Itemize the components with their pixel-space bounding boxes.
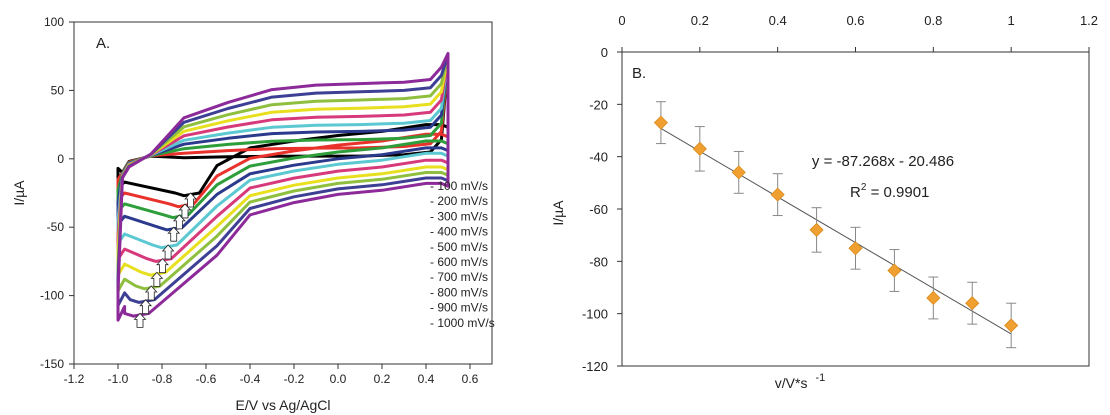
peak-arrow bbox=[156, 258, 169, 274]
panel-a-x-tick-label: 0.4 bbox=[418, 372, 435, 386]
legend-entry: - 700 mV/s bbox=[430, 270, 488, 284]
peak-arrow bbox=[144, 285, 158, 301]
peak-arrow bbox=[133, 312, 147, 328]
panel-a-y-tick-label: -50 bbox=[47, 220, 65, 234]
peak-arrow bbox=[178, 203, 192, 219]
panel-b-y-axis-label: I/µA bbox=[550, 200, 566, 226]
data-point-diamond bbox=[887, 263, 902, 278]
legend-entry: - 200 mV/s bbox=[430, 194, 488, 208]
peak-arrow bbox=[150, 271, 164, 287]
panel-b-r2: R2 = 0.9901 bbox=[850, 182, 929, 201]
panel-b-x-tick-label: 1 bbox=[1008, 13, 1015, 28]
legend-entry: - 1000 mV/s bbox=[430, 316, 495, 330]
panel-a-label: A. bbox=[96, 35, 110, 52]
legend-entry: - 800 mV/s bbox=[430, 285, 488, 299]
panel-b-y-tick-label: -100 bbox=[582, 307, 608, 322]
panel-b-x-tick-label: 0.8 bbox=[924, 13, 942, 28]
panel-b-label: B. bbox=[632, 65, 646, 82]
panel-b-y-axis: 0 -20 -40 -60 -80 -100 -120 bbox=[582, 45, 622, 374]
panel-a-x-tick-label: 0.2 bbox=[374, 372, 391, 386]
panel-b-y-tick-label: -60 bbox=[589, 202, 608, 217]
legend-entry: - 600 mV/s bbox=[430, 255, 488, 269]
panel-a-curves bbox=[116, 52, 450, 322]
panel-b-y-tick-label: -40 bbox=[589, 150, 608, 165]
legend-entry: - 400 mV/s bbox=[430, 225, 488, 239]
panel-a-x-tick-label: -1.0 bbox=[108, 372, 129, 386]
panel-a-x-tick-label: 0.0 bbox=[330, 372, 347, 386]
legend-entry: - 100 mV/s bbox=[430, 179, 488, 193]
legend-entry: - 900 mV/s bbox=[430, 301, 488, 315]
panel-b-x-axis: 0 0.2 0.4 0.6 0.8 1 1.2 bbox=[618, 13, 1098, 52]
panel-b-x-axis-label: v/V*s -1 bbox=[775, 372, 825, 391]
panel-a-x-tick-label: -0.4 bbox=[240, 372, 261, 386]
panel-a-x-tick-label: -1.2 bbox=[64, 372, 85, 386]
panel-b-x-axis-label-superscript: -1 bbox=[815, 372, 825, 384]
data-point-diamond bbox=[692, 141, 707, 156]
panel-a-x-tick-label: -0.2 bbox=[284, 372, 305, 386]
panel-b-scatter: B. 0 0.2 0.4 0.6 0.8 1 1.2 0 -20 -40 -60 -80 -100 -1… bbox=[550, 13, 1098, 391]
panel-b-y-tick-label: 0 bbox=[601, 45, 608, 60]
data-point-diamond bbox=[848, 241, 863, 256]
panel-a-cyclic-voltammogram: A. -1.2 -1.0 -0.8 -0.6 -0.4 -0.2 0.0 0.2 0.4 0.6 … bbox=[11, 15, 495, 413]
panel-a-x-tick-label: -0.8 bbox=[152, 372, 173, 386]
panel-b-x-tick-label: 0.4 bbox=[769, 13, 787, 28]
panel-b-r2-value: = 0.9901 bbox=[866, 184, 929, 201]
panel-b-r2-superscript: 2 bbox=[861, 182, 867, 193]
cv-curve bbox=[116, 52, 450, 322]
panel-a-legend: - 100 mV/s- 200 mV/s- 300 mV/s - 400 mV/s… bbox=[430, 179, 495, 330]
panel-b-x-tick-label: 0.6 bbox=[846, 13, 864, 28]
data-point-diamond bbox=[653, 115, 668, 130]
panel-b-y-tick-label: -20 bbox=[589, 97, 608, 112]
data-point-diamond bbox=[1004, 318, 1019, 333]
panel-a-y-tick-label: 0 bbox=[57, 152, 64, 166]
panel-a-x-axis: -1.2 -1.0 -0.8 -0.6 -0.4 -0.2 0.0 0.2 0.4 0.6 bbox=[64, 364, 479, 386]
peak-arrow bbox=[161, 244, 175, 260]
data-point-diamond bbox=[770, 187, 785, 202]
panel-a-y-axis: 100 50 0 -50 -100 -150 bbox=[40, 15, 74, 371]
panel-b-r2-label: R bbox=[850, 184, 861, 201]
peak-arrow bbox=[167, 226, 181, 242]
panel-a-peak-arrows bbox=[133, 192, 198, 328]
panel-b-y-tick-label: -80 bbox=[589, 254, 608, 269]
panel-b-trendline bbox=[660, 128, 1012, 335]
panel-b-x-tick-label: 0.2 bbox=[691, 13, 709, 28]
peak-arrow bbox=[172, 214, 186, 230]
panel-b-equation: y = -87.268x - 20.486 bbox=[812, 153, 954, 170]
panel-b-y-tick-label: -120 bbox=[582, 359, 608, 374]
panel-a-y-tick-label: 100 bbox=[44, 15, 64, 29]
data-point-diamond bbox=[809, 222, 824, 237]
panel-a-plot-frame bbox=[73, 21, 493, 365]
peak-arrow bbox=[184, 192, 198, 208]
panel-a-x-tick-label: -0.6 bbox=[196, 372, 217, 386]
data-point-diamond bbox=[965, 296, 980, 311]
panel-b-x-axis-label-text: v/V*s bbox=[775, 375, 808, 391]
panel-b-x-tick-label: 0 bbox=[618, 13, 625, 28]
data-point-diamond bbox=[926, 290, 941, 306]
panel-a-y-axis-label: I/µA bbox=[11, 180, 27, 206]
peak-arrow bbox=[139, 299, 153, 315]
panel-a-x-axis-label: E/V vs Ag/AgCl bbox=[236, 397, 331, 413]
panel-b-points bbox=[653, 101, 1019, 349]
panel-b-trendline-group bbox=[660, 128, 1012, 335]
panel-a-x-tick-label: 0.6 bbox=[462, 372, 479, 386]
legend-entry: - 500 mV/s bbox=[430, 240, 488, 254]
panel-a-y-tick-label: -150 bbox=[40, 357, 64, 371]
panel-b-x-tick-label: 1.2 bbox=[1080, 13, 1098, 28]
legend-entry: - 300 mV/s bbox=[430, 209, 488, 223]
data-point-diamond bbox=[731, 165, 746, 180]
panel-b-plot-frame bbox=[621, 51, 1090, 367]
panel-a-y-tick-label: 50 bbox=[51, 83, 65, 97]
panel-a-y-tick-label: -100 bbox=[40, 289, 64, 303]
